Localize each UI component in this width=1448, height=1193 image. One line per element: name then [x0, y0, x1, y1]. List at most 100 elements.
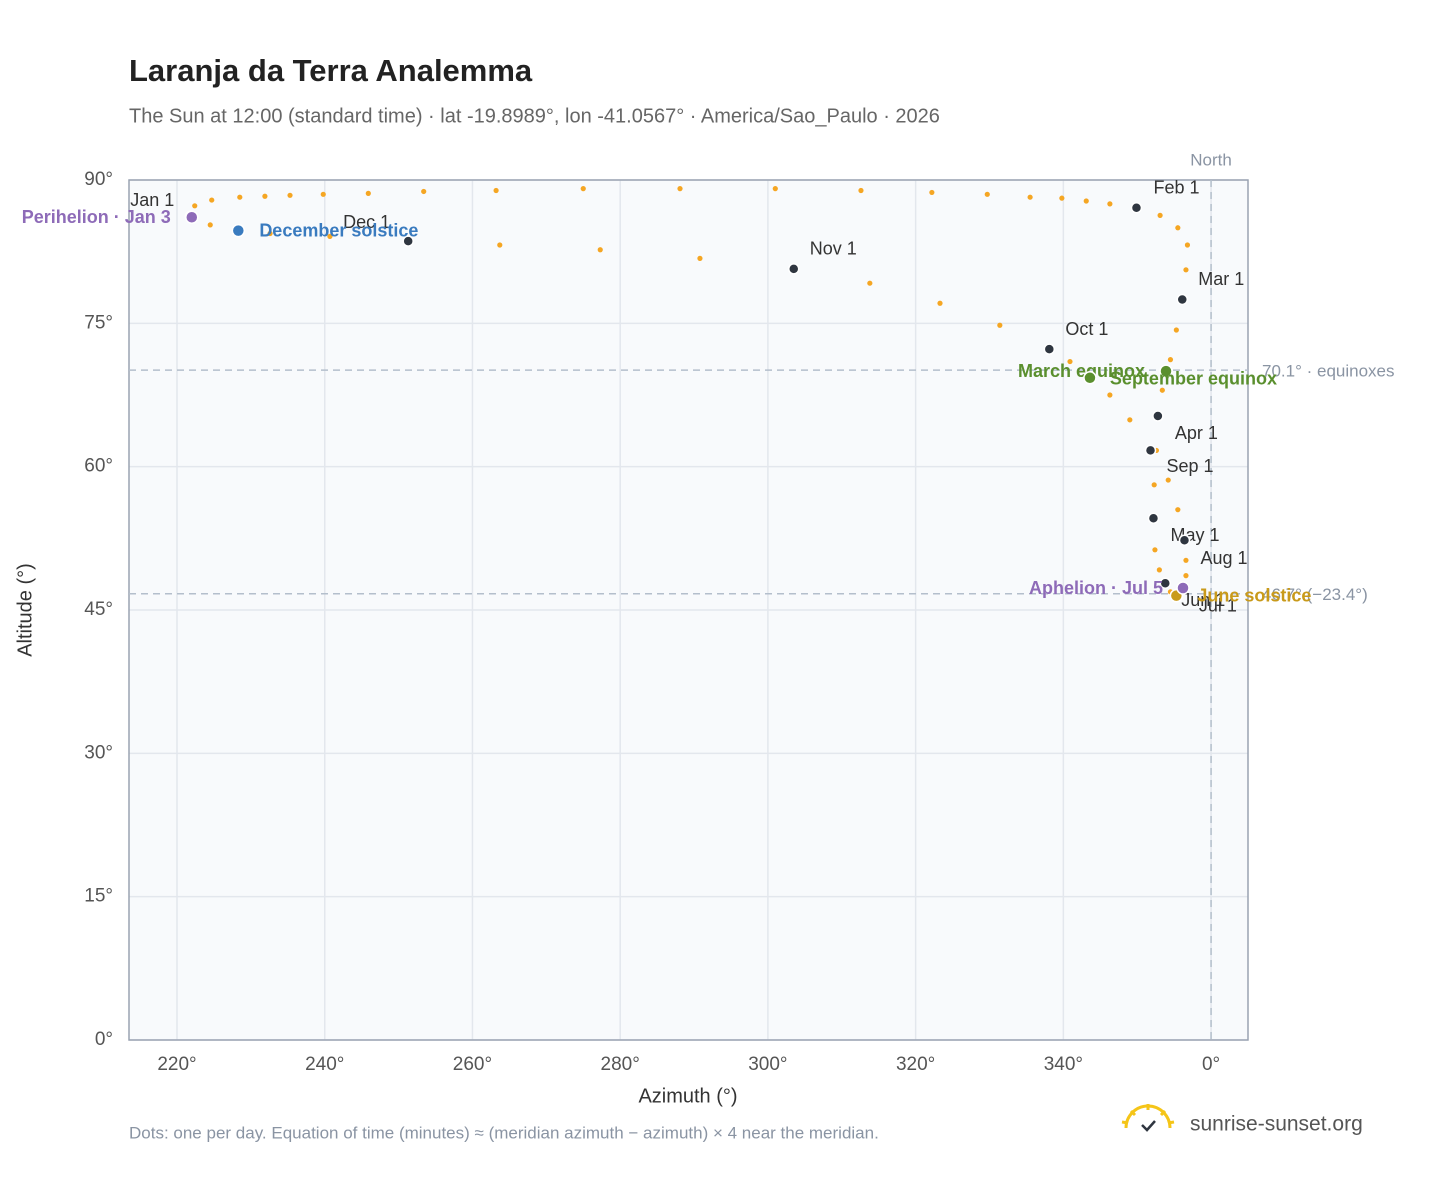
x-tick-label: 280° [601, 1054, 640, 1075]
daily-dot [1183, 267, 1189, 273]
footnote: Dots: one per day. Equation of time (min… [129, 1123, 879, 1142]
month-marker [1147, 512, 1160, 525]
event-marker [1176, 581, 1190, 595]
event-marker [1083, 371, 1097, 385]
daily-dot [320, 191, 326, 197]
month-label: Apr 1 [1175, 423, 1218, 443]
month-marker [1144, 444, 1157, 457]
daily-dot [1127, 417, 1133, 423]
daily-dot [497, 242, 503, 248]
event-label: June solstice [1197, 585, 1311, 605]
daily-dot [984, 191, 990, 197]
x-tick-label: 300° [748, 1054, 787, 1075]
daily-dot [1165, 477, 1171, 483]
daily-dot [597, 247, 603, 253]
chart-title: Laranja da Terra Analemma [129, 53, 533, 88]
month-marker [1152, 410, 1164, 422]
daily-dot [1159, 387, 1165, 393]
daily-dot [207, 222, 213, 228]
daily-dot [997, 322, 1003, 328]
daily-dot [1175, 507, 1181, 513]
month-marker [788, 263, 800, 275]
month-label: Jul 1 [1199, 596, 1237, 616]
month-marker [1130, 201, 1143, 214]
daily-dot [867, 280, 873, 286]
event-label: Perihelion · Jan 3 [22, 207, 171, 227]
brand-logo [1121, 1104, 1175, 1132]
daily-dot [237, 194, 243, 200]
daily-dot [929, 189, 935, 196]
daily-dot [1157, 212, 1163, 218]
daily-dot [1067, 358, 1073, 365]
daily-dot [1183, 573, 1189, 579]
month-label: May 1 [1170, 525, 1219, 545]
month-label: Nov 1 [810, 239, 857, 259]
month-marker [1043, 343, 1056, 355]
daily-dot [1183, 557, 1189, 563]
daily-dot [209, 197, 215, 203]
chart-subtitle: The Sun at 12:00 (standard time) · lat -… [129, 105, 940, 127]
daily-dot [1152, 547, 1158, 553]
y-tick-label: 60° [84, 456, 113, 477]
event-label: December solstice [259, 220, 418, 240]
x-tick-label: 260° [453, 1054, 492, 1075]
month-marker [402, 235, 414, 247]
x-tick-label: 0° [1202, 1054, 1220, 1075]
y-tick-label: 45° [84, 599, 113, 620]
month-label: Feb 1 [1153, 177, 1199, 197]
daily-dot [287, 192, 293, 198]
brand: sunrise-sunset.org [1190, 1113, 1363, 1136]
event-label: March equinox [1018, 361, 1145, 381]
event-marker [1159, 364, 1173, 378]
month-marker [1176, 293, 1189, 306]
x-tick-label: 340° [1044, 1054, 1083, 1075]
month-label: Sep 1 [1167, 456, 1214, 476]
daily-dot [1156, 567, 1162, 573]
x-tick-label: 220° [157, 1054, 196, 1075]
y-tick-label: 90° [84, 169, 113, 190]
reference-label: 46.7° (−23.4°) [1262, 585, 1368, 604]
daily-dot [858, 187, 864, 194]
x-tick-label: 240° [305, 1054, 344, 1075]
month-label: Jun 1 [1181, 590, 1225, 610]
plot-frame [128, 179, 1249, 1041]
daily-dot [1027, 194, 1033, 200]
daily-dot [1059, 195, 1065, 201]
daily-dot [1175, 225, 1181, 231]
daily-dot [1107, 392, 1113, 398]
daily-dot [1184, 242, 1191, 248]
event-label: Aphelion · Jul 5 [1029, 578, 1163, 598]
daily-dot [262, 193, 268, 199]
month-label: Dec 1 [343, 212, 390, 232]
daily-dot [192, 203, 198, 209]
y-tick-label: 75° [84, 312, 113, 333]
month-marker [1178, 534, 1191, 546]
month-marker [1159, 577, 1172, 589]
daily-dot [1167, 357, 1174, 363]
month-label: Mar 1 [1198, 269, 1244, 289]
event-marker [185, 210, 199, 225]
reference-label: 70.1° · equinoxes [1262, 362, 1395, 381]
event-label: September equinox [1110, 369, 1277, 389]
y-tick-label: 0° [95, 1029, 113, 1050]
y-tick-label: 30° [84, 742, 113, 763]
daily-dot [580, 186, 586, 192]
daily-dot [677, 186, 683, 192]
daily-dot [772, 186, 778, 192]
month-label: Jan 1 [130, 190, 174, 210]
month-label: Oct 1 [1065, 319, 1108, 339]
daily-dot [1173, 327, 1179, 333]
event-marker [231, 223, 246, 238]
daily-dot [937, 300, 943, 306]
x-axis-label: Azimuth (°) [638, 1085, 737, 1107]
daily-dot [327, 233, 333, 239]
daily-dot [697, 255, 703, 261]
daily-dot [421, 188, 427, 195]
daily-dot [1083, 198, 1089, 204]
daily-dot [493, 187, 499, 194]
y-axis-label: Altitude (°) [14, 563, 36, 657]
daily-dot [1107, 201, 1113, 207]
daily-dot [365, 190, 371, 196]
meridian-label: North [1190, 150, 1232, 169]
